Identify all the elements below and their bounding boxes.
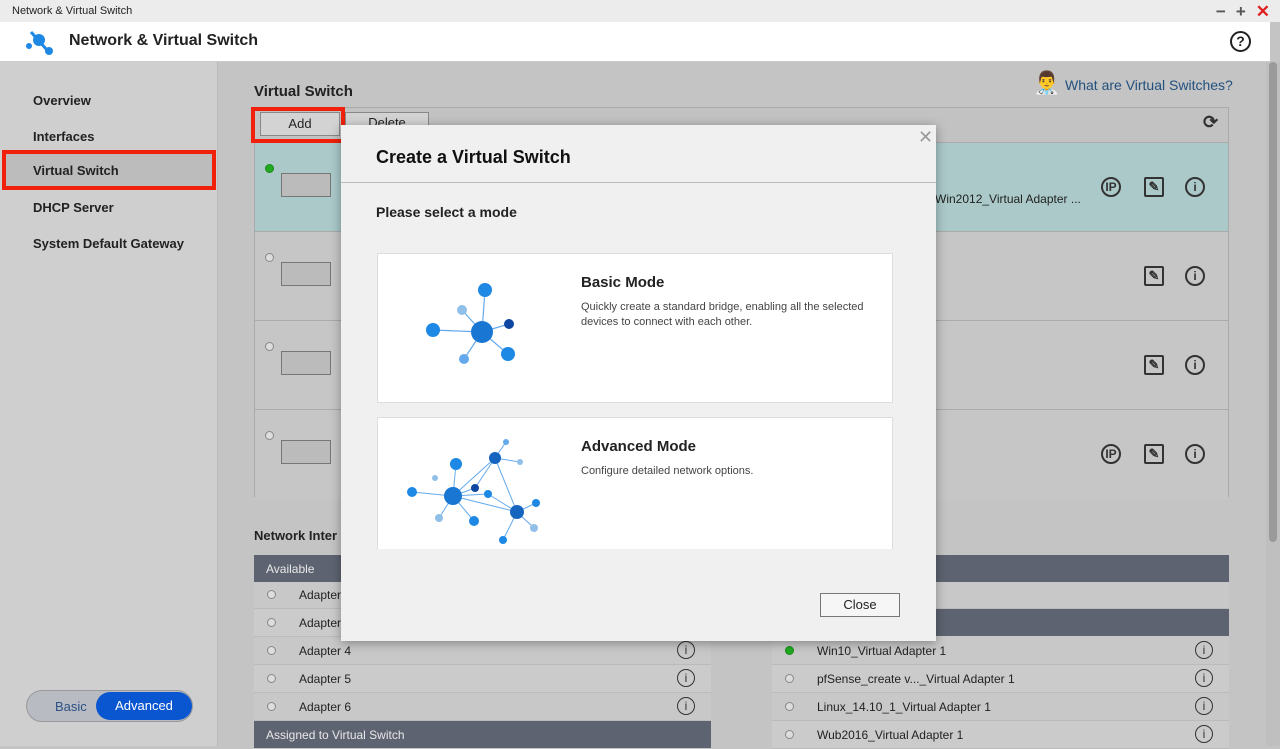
basic-mode-title: Basic Mode: [581, 274, 665, 291]
table-row: [772, 581, 1229, 609]
info-icon[interactable]: i: [1185, 177, 1205, 197]
info-icon[interactable]: i: [677, 641, 695, 659]
status-dot: [265, 431, 274, 440]
switch-device-icon: [281, 173, 331, 197]
table-row[interactable]: Win10_Virtual Adapter 1 i: [772, 637, 1229, 665]
table-header: Assigned to Virtual Switch: [254, 721, 711, 748]
table-row[interactable]: Adapter 5 i: [254, 665, 711, 693]
network-logo-icon: [26, 31, 53, 55]
window-title: Network & Virtual Switch: [12, 5, 133, 17]
table-row[interactable]: Linux_14.10_1_Virtual Adapter 1 i: [772, 693, 1229, 721]
status-dot: [785, 646, 794, 655]
radio[interactable]: [267, 590, 276, 599]
app-title: Network & Virtual Switch: [69, 32, 259, 49]
adapter-name: pfSense_create v..._Virtual Adapter 1: [817, 672, 1015, 686]
advanced-mode-card[interactable]: Advanced Mode Configure detailed network…: [377, 417, 893, 549]
basic-mode-description: Quickly create a standard bridge, enabli…: [581, 301, 864, 328]
info-icon[interactable]: i: [1195, 641, 1213, 659]
sidebar: Overview Interfaces Virtual Switch DHCP …: [0, 62, 218, 746]
info-icon[interactable]: i: [1185, 355, 1205, 375]
table-row[interactable]: Adapter 4 i: [254, 637, 711, 665]
mode-toggle[interactable]: Basic Advanced: [26, 690, 193, 722]
dialog-close-icon[interactable]: ✕: [918, 127, 934, 147]
status-dot: [265, 253, 274, 262]
what-are-virtual-switches-link[interactable]: What are Virtual Switches?: [1065, 77, 1233, 93]
app-header: Network & Virtual Switch ?: [0, 22, 1270, 62]
radio[interactable]: [267, 674, 276, 683]
sidebar-item-system-default-gateway[interactable]: System Default Gateway: [33, 236, 185, 251]
switch-device-icon: [281, 262, 331, 286]
page-title: Virtual Switch: [254, 83, 353, 100]
adapter-name: Adapter: [299, 588, 342, 602]
ip-refresh-icon[interactable]: IP: [1101, 177, 1121, 197]
maximize-button[interactable]: +: [1235, 2, 1246, 21]
radio[interactable]: [267, 646, 276, 655]
basic-mode-card[interactable]: Basic Mode Quickly create a standard bri…: [377, 253, 893, 403]
switch-device-icon: [281, 440, 331, 464]
divider: [341, 182, 936, 183]
adapter-name: Adapter 6: [299, 700, 352, 714]
adapter-name: Wub2016_Virtual Adapter 1: [817, 728, 964, 742]
close-window-button[interactable]: ✕: [1255, 2, 1270, 21]
adapter-name: Win10_Virtual Adapter 1: [817, 644, 947, 658]
adapter-name: Linux_14.10_1_Virtual Adapter 1: [817, 700, 991, 714]
scrollbar-thumb[interactable]: [1269, 62, 1277, 542]
info-icon[interactable]: i: [1185, 266, 1205, 286]
info-icon[interactable]: i: [1195, 697, 1213, 715]
network-interfaces-label: Network Inter: [254, 528, 338, 543]
adapter-name: Adapter 5: [299, 672, 352, 686]
window-controls: − + ✕: [1216, 2, 1270, 22]
status-dot: [265, 164, 274, 173]
info-icon[interactable]: i: [1195, 669, 1213, 687]
info-icon[interactable]: i: [677, 669, 695, 687]
edit-icon[interactable]: ✎: [1144, 266, 1164, 286]
status-dot: [785, 730, 794, 739]
advanced-network-graph-icon: [407, 439, 540, 544]
table-row[interactable]: Adapter 6 i: [254, 693, 711, 721]
adapter-text: Win2012_Virtual Adapter ...: [935, 192, 1081, 206]
edit-icon[interactable]: ✎: [1144, 355, 1164, 375]
info-icon[interactable]: i: [677, 697, 695, 715]
advanced-mode-title: Advanced Mode: [581, 438, 697, 455]
basic-toggle-option[interactable]: Basic: [55, 699, 87, 714]
ip-refresh-icon[interactable]: IP: [1101, 444, 1121, 464]
os-title-bar: Network & Virtual Switch: [0, 0, 1280, 22]
status-dot: [785, 674, 794, 683]
advanced-mode-description: Configure detailed network options.: [581, 465, 754, 477]
sidebar-item-overview[interactable]: Overview: [33, 93, 91, 108]
minimize-button[interactable]: −: [1215, 2, 1226, 21]
info-icon[interactable]: i: [1185, 444, 1205, 464]
scrollbar[interactable]: [1266, 62, 1280, 746]
refresh-icon[interactable]: ⟳: [1203, 112, 1219, 132]
radio[interactable]: [267, 702, 276, 711]
virtual-adapters-table: Win10_Virtual Adapter 1 i pfSense_create …: [772, 555, 1229, 749]
close-button[interactable]: Close: [820, 593, 900, 617]
add-button-highlight: [251, 107, 345, 143]
switch-device-icon: [281, 351, 331, 375]
status-dot: [785, 702, 794, 711]
status-dot: [265, 342, 274, 351]
info-icon[interactable]: i: [1195, 725, 1213, 743]
create-virtual-switch-dialog: Create a Virtual Switch ✕ Please select …: [341, 125, 936, 641]
basic-network-graph-icon: [426, 283, 515, 364]
sidebar-item-dhcp-server[interactable]: DHCP Server: [33, 200, 114, 215]
doctor-helper-icon: 👨‍⚕️: [1033, 70, 1061, 95]
adapter-name: Adapter: [299, 616, 342, 630]
table-row[interactable]: Wub2016_Virtual Adapter 1 i: [772, 721, 1229, 749]
radio[interactable]: [267, 618, 276, 627]
dialog-title: Create a Virtual Switch: [376, 147, 571, 167]
advanced-toggle-option[interactable]: Advanced: [96, 692, 192, 720]
edit-icon[interactable]: ✎: [1144, 177, 1164, 197]
dialog-prompt: Please select a mode: [376, 204, 517, 220]
sidebar-item-virtual-switch[interactable]: Virtual Switch: [2, 150, 216, 190]
add-button[interactable]: Add: [260, 112, 340, 136]
help-icon[interactable]: ?: [1230, 31, 1251, 52]
edit-icon[interactable]: ✎: [1144, 444, 1164, 464]
table-row[interactable]: pfSense_create v..._Virtual Adapter 1 i: [772, 665, 1229, 693]
sidebar-item-interfaces[interactable]: Interfaces: [33, 129, 95, 144]
adapter-name: Adapter 4: [299, 644, 352, 658]
